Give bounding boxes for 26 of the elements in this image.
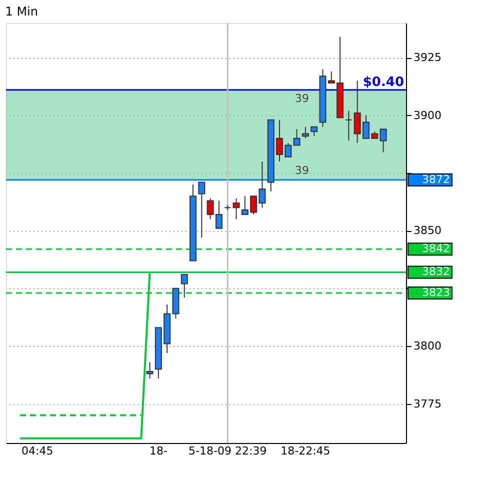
x-tick-label: 5-18-09 22:39 xyxy=(188,444,267,458)
ref-line-label: 3832 xyxy=(422,265,450,278)
candlestick xyxy=(198,182,206,238)
candlestick xyxy=(345,110,352,142)
annotation: $0.40 xyxy=(362,74,404,90)
candlestick xyxy=(380,128,387,153)
candlestick xyxy=(310,126,318,137)
y-tick-label: 3850 xyxy=(414,224,442,238)
candlestick xyxy=(146,362,154,379)
y-tick-label: 3800 xyxy=(414,340,442,353)
ref-line-label: 3823 xyxy=(422,286,450,299)
y-tick-label: 3775 xyxy=(414,397,442,410)
chart-title: 1 Min xyxy=(5,4,38,18)
x-tick-label: 18- xyxy=(149,444,168,458)
candlestick xyxy=(180,274,188,298)
y-tick-label: 3900 xyxy=(414,108,442,122)
x-tick-label: 18-22:45 xyxy=(280,444,330,458)
y-tick-label: 3925 xyxy=(414,51,442,64)
annotation: 39 xyxy=(295,92,309,105)
ref-line-label: 3872 xyxy=(422,172,450,186)
candlestick xyxy=(232,198,240,220)
annotation: 39 xyxy=(295,164,309,177)
candlestick xyxy=(293,128,300,146)
candlestick xyxy=(302,126,309,139)
x-tick-label: 04:45 xyxy=(22,444,54,458)
ref-line-label: 3842 xyxy=(422,242,450,256)
